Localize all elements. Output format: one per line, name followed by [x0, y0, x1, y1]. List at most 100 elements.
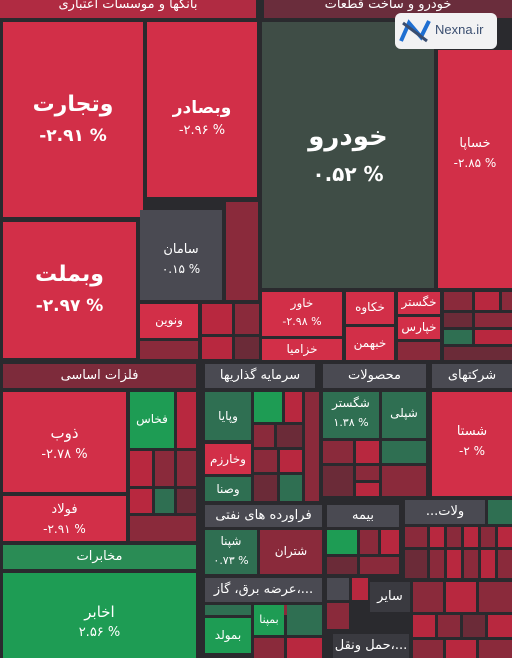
tile-metal-s3[interactable] [155, 451, 174, 486]
tile-khsapa[interactable]: خساپا -۲.۸۵ % [438, 50, 512, 288]
tile-vkharazm[interactable]: وخارزم [205, 444, 251, 474]
tile-bmapna[interactable]: بمپنا [254, 605, 284, 635]
tile-khakave[interactable]: خکاوه [346, 292, 394, 324]
sector-header-transport[interactable]: حمل ونقل،... [333, 634, 409, 658]
tile-auto-small-3[interactable] [475, 292, 499, 310]
tile-mid-s2[interactable] [352, 578, 368, 600]
tile-prod-s7[interactable] [382, 466, 426, 496]
tile-prod-s4[interactable] [323, 466, 353, 496]
sector-header-companies[interactable]: شرکتهای [432, 364, 512, 388]
tile-other-s2[interactable] [446, 582, 476, 612]
tile-ins-s1[interactable] [327, 530, 357, 554]
tile-other-s4[interactable] [413, 615, 435, 637]
tile-om-s11[interactable] [481, 550, 495, 578]
tile-auto-small-9[interactable] [444, 347, 512, 360]
sector-header-banks[interactable]: بانکها و موسسات اعتباری [0, 0, 256, 18]
tile-ins-s4[interactable] [327, 557, 357, 574]
tile-akhaber[interactable]: اخابر ۲.۵۶ % [3, 573, 196, 658]
sector-header-telecom[interactable]: مخابرات [3, 545, 196, 569]
tile-other-s3[interactable] [479, 582, 512, 612]
tile-other-s5[interactable] [438, 615, 460, 637]
tile-vbsader[interactable]: وبصادر -۲.۹۶ % [147, 22, 257, 197]
sector-header-investment[interactable]: سرمایه گذاریها [205, 364, 315, 388]
tile-foolad[interactable]: فولاد -۲.۹۱ % [3, 496, 126, 541]
tile-bank-small-3[interactable] [202, 304, 232, 334]
tile-om-s9[interactable] [447, 550, 461, 578]
tile-other-s1[interactable] [413, 582, 443, 612]
tile-trans-s1[interactable] [413, 640, 443, 658]
tile-trans-s2[interactable] [446, 640, 476, 658]
tile-inv-s1[interactable] [254, 392, 282, 422]
tile-om-s7[interactable] [405, 550, 427, 578]
tile-zob[interactable]: ذوب -۲.۷۸ % [3, 392, 126, 492]
tile-fakhas[interactable]: فخاس [130, 392, 174, 448]
tile-other-s6[interactable] [463, 615, 485, 637]
tile-prod-s1[interactable] [323, 441, 353, 463]
tile-khodro[interactable]: خودرو ۰.۵۲ % [262, 22, 434, 288]
tile-khpars[interactable]: خپارس [398, 317, 440, 339]
tile-metal-s6[interactable] [155, 489, 174, 513]
tile-metal-s5[interactable] [130, 489, 152, 513]
tile-prod-s5[interactable] [356, 466, 379, 480]
tile-khgostar[interactable]: خگستر [398, 292, 440, 314]
tile-metal-s7[interactable] [177, 489, 196, 513]
tile-trans-s3[interactable] [479, 640, 512, 658]
tile-auto-small-7[interactable] [444, 330, 472, 344]
tile-inv-s3[interactable] [254, 425, 274, 447]
tile-inv-s7[interactable] [254, 475, 277, 501]
sector-header-metals[interactable]: فلزات اساسی [3, 364, 196, 388]
sector-header-refinery[interactable]: فراورده های نفتی [205, 505, 322, 527]
tile-vtejarat[interactable]: وتجارت -۲.۹۱ % [3, 22, 143, 217]
tile-inv-s2[interactable] [285, 392, 302, 422]
tile-prod-s2[interactable] [356, 441, 379, 463]
tile-om-s8[interactable] [430, 550, 444, 578]
tile-util-s5[interactable] [287, 638, 322, 658]
tile-auto-small-2[interactable] [444, 292, 472, 310]
tile-vbmellat[interactable]: وبملت -۲.۹۷ % [3, 222, 136, 358]
tile-bank-small-1[interactable] [226, 202, 258, 300]
tile-bank-small-6[interactable] [235, 337, 259, 359]
tile-inv-s5[interactable] [254, 450, 277, 472]
tile-ins-s2[interactable] [360, 530, 378, 554]
tile-auto-small-5[interactable] [444, 313, 472, 327]
tile-om-s0[interactable] [488, 500, 512, 524]
tile-metal-s8[interactable] [130, 516, 196, 541]
tile-ins-s5[interactable] [360, 557, 399, 574]
tile-inv-s6[interactable] [280, 450, 302, 472]
tile-auto-small-4[interactable] [502, 292, 512, 310]
tile-om-s1[interactable] [405, 527, 427, 547]
tile-auto-small-6[interactable] [475, 313, 512, 327]
tile-om-s5[interactable] [481, 527, 495, 547]
tile-khbahman[interactable]: خبهمن [346, 327, 394, 360]
tile-shasta[interactable]: شستا -۲ % [432, 392, 512, 496]
sector-header-other-metals[interactable]: ...ولات [405, 500, 485, 524]
tile-metal-s1[interactable] [177, 392, 196, 448]
tile-auto-small-1[interactable] [398, 342, 440, 360]
tile-om-s4[interactable] [464, 527, 478, 547]
tile-shatran[interactable]: شتران [260, 530, 322, 574]
tile-auto-small-8[interactable] [475, 330, 512, 344]
sector-header-utility[interactable]: عرضه برق، گاز،... [205, 578, 322, 602]
tile-khavar[interactable]: خاور -۲.۹۸ % [262, 292, 342, 336]
tile-vpaya[interactable]: وپایا [205, 392, 251, 440]
tile-other-s7[interactable] [488, 615, 512, 637]
tile-mid-s3[interactable] [327, 603, 349, 629]
tile-om-s6[interactable] [498, 527, 512, 547]
tile-bmolad[interactable]: بمولد [205, 618, 251, 653]
tile-om-s2[interactable] [430, 527, 444, 547]
tile-saman[interactable]: سامان ۰.۱۵ % [140, 210, 222, 300]
tile-util-s1[interactable] [205, 605, 251, 615]
tile-vnovin[interactable]: ونوین [140, 304, 198, 338]
tile-mid-s1[interactable] [327, 578, 349, 600]
tile-prod-s3[interactable] [382, 441, 426, 463]
tile-bank-small-5[interactable] [202, 337, 232, 359]
tile-vsena[interactable]: وصنا [205, 477, 251, 501]
tile-khazamia[interactable]: خزامیا [262, 339, 342, 360]
tile-util-s4[interactable] [254, 638, 284, 658]
tile-inv-s9[interactable] [305, 392, 319, 501]
tile-metal-s2[interactable] [130, 451, 152, 486]
tile-shepna[interactable]: شپنا ۰.۷۳ % [205, 530, 257, 574]
tile-inv-s4[interactable] [277, 425, 302, 447]
tile-bank-small-2[interactable] [140, 341, 198, 359]
tile-metal-s4[interactable] [177, 451, 196, 486]
